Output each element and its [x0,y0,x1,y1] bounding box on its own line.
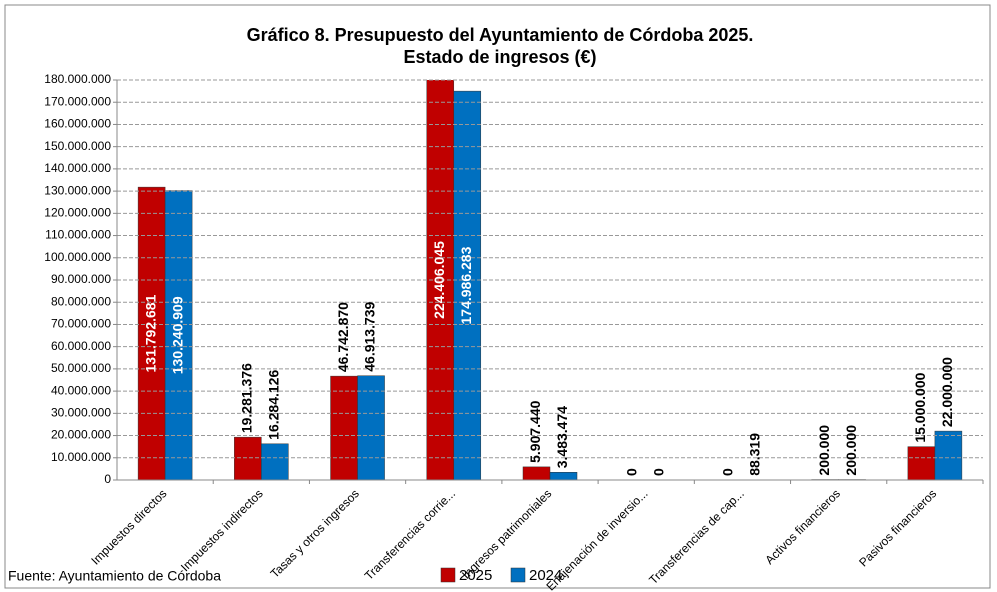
value-label: 3.483.474 [554,406,570,468]
y-tick-label: 90.000.000 [51,272,111,286]
legend-label: 2024 [529,567,562,584]
bar [453,90,482,481]
plot-area [137,80,963,481]
value-label: 46.913.739 [362,301,378,371]
bar [357,375,385,481]
y-tick-label: 180.000.000 [44,72,111,86]
value-label: 130.240.909 [169,296,185,374]
y-tick-label: 160.000.000 [44,117,111,131]
bar [261,443,289,481]
value-label: 200.000 [843,425,859,476]
value-label: 200.000 [816,425,832,476]
value-label: 88.319 [747,433,763,476]
value-label: 46.742.870 [335,302,351,372]
y-tick-label: 50.000.000 [51,361,111,375]
legend-swatch [510,567,526,583]
source: Fuente: Ayuntamiento de Córdoba [8,568,221,584]
value-label: 16.284.126 [266,370,282,440]
value-label: 19.281.376 [239,363,255,433]
value-label: 131.792.681 [142,294,158,372]
y-tick-label: 40.000.000 [51,383,111,397]
value-label: 0 [623,468,639,476]
y-tick-label: 150.000.000 [44,139,111,153]
value-label: 224.406.045 [431,241,447,319]
y-tick-label: 0 [104,472,111,486]
bar [522,466,551,481]
value-label: 15.000.000 [912,372,928,442]
bar [234,436,262,481]
chart-title: Estado de ingresos (€) [403,47,596,67]
y-tick-label: 130.000.000 [44,183,111,197]
legend-swatch [440,567,456,583]
y-tick-label: 120.000.000 [44,206,111,220]
bar [330,375,358,481]
y-tick-label: 110.000.000 [45,228,111,242]
legend-label: 2025 [459,567,492,584]
chart-title: Gráfico 8. Presupuesto del Ayuntamiento … [247,25,754,45]
y-tick-label: 170.000.000 [44,94,111,108]
y-tick-label: 70.000.000 [51,317,111,331]
y-tick-label: 80.000.000 [51,294,111,308]
y-tick-label: 10.000.000 [51,450,111,464]
value-label: 5.907.440 [527,400,543,462]
value-label: 0 [720,468,736,476]
value-label: 22.000.000 [939,357,955,427]
y-tick-label: 60.000.000 [51,339,111,353]
bar [934,430,963,481]
value-label: 0 [650,468,666,476]
y-tick-label: 100.000.000 [44,250,111,264]
bar [907,446,936,481]
value-label: 174.986.283 [458,246,474,324]
y-tick-label: 140.000.000 [44,161,111,175]
y-tick-label: 20.000.000 [51,428,111,442]
bar [164,190,193,481]
y-tick-label: 30.000.000 [51,406,111,420]
bar [549,472,578,481]
